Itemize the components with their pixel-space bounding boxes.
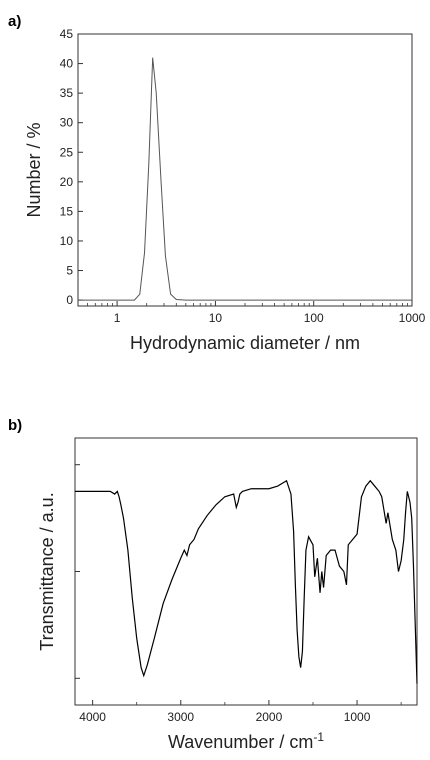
panel-b-label: b): [8, 417, 22, 434]
a-y-tick-label: 35: [60, 86, 74, 100]
a-y-tick-label: 25: [60, 145, 74, 159]
a-y-tick-label: 15: [60, 204, 74, 218]
a-y-tick-label: 45: [60, 27, 74, 41]
panel-b-y-ticks: [75, 464, 80, 679]
b-x-tick-label: 2000: [256, 710, 283, 724]
panel-b-x-ticks: 4000 3000 2000 1000: [79, 700, 402, 724]
panel-a-plot-frame: [77, 33, 413, 307]
panel-a-x-axis-label: Hydrodynamic diameter / nm: [130, 333, 360, 353]
panel-b-series-line: [75, 479, 418, 684]
a-y-tick-label: 40: [60, 57, 74, 71]
panel-b-plot-frame: [74, 437, 418, 706]
panel-a-y-ticks: 0 5 10 15 20 25 30 35 40 45: [60, 27, 83, 307]
panel-a-size-distribution: a) 1 10 100 1000 0 5 10 15 20 25 30 35 40 45 Hydrody…: [8, 13, 426, 353]
panel-b-x-axis-label: Wavenumber / cm-1: [168, 730, 324, 752]
a-x-tick-label: 100: [304, 311, 324, 325]
a-x-tick-label: 10: [209, 311, 223, 325]
panel-b-x-axis-label-text: Wavenumber / cm: [168, 732, 313, 752]
panel-a-x-ticks: 1 10 100 1000: [77, 301, 426, 325]
a-x-tick-label: 1: [114, 311, 121, 325]
panel-b-y-axis-label: Transmittance / a.u.: [37, 492, 57, 650]
panel-a-label: a): [8, 13, 21, 30]
b-x-tick-label: 1000: [344, 710, 371, 724]
panel-b-ir-spectrum: b) 4000 3000 2000 1000 Wavenumber / cm-1 Tr…: [8, 417, 418, 752]
a-y-tick-label: 30: [60, 116, 74, 130]
a-x-tick-label: 1000: [399, 311, 426, 325]
a-y-tick-label: 20: [60, 175, 74, 189]
panel-a-series-line: [78, 57, 412, 301]
a-y-tick-label: 10: [60, 234, 74, 248]
panel-b-x-axis-label-superscript: -1: [313, 730, 324, 744]
b-x-tick-label: 4000: [79, 710, 106, 724]
panel-a-y-axis-label: Number / %: [24, 122, 44, 217]
b-x-tick-label: 3000: [167, 710, 194, 724]
a-y-tick-label: 0: [66, 293, 73, 307]
a-y-tick-label: 5: [66, 264, 73, 278]
